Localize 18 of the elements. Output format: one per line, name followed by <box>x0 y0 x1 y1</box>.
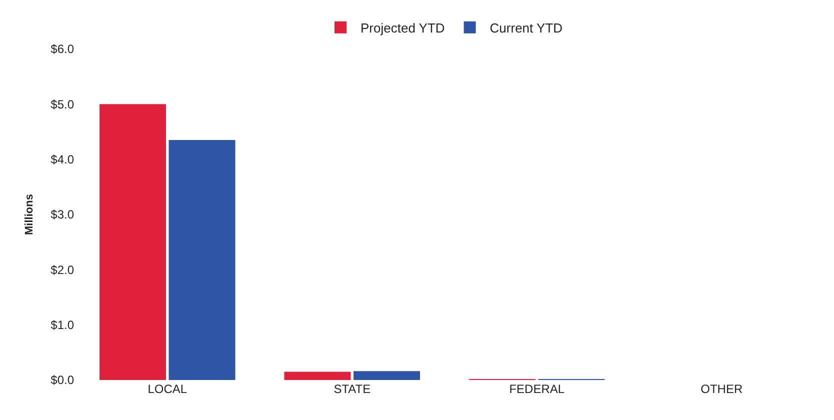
bar <box>284 372 351 380</box>
y-tick-label: $1.0 <box>50 318 74 332</box>
legend-label: Current YTD <box>490 20 563 36</box>
bar <box>99 104 166 380</box>
y-tick-label: $2.0 <box>50 262 74 277</box>
y-tick-label: $5.0 <box>50 97 74 112</box>
bar <box>354 371 420 380</box>
y-tick-label: $3.0 <box>50 208 74 222</box>
x-tick-label: FEDERAL <box>509 382 565 396</box>
x-tick-label: LOCAL <box>148 382 188 396</box>
y-axis-title: Millions <box>23 194 36 235</box>
x-tick-label: STATE <box>334 382 371 396</box>
y-tick-label: $4.0 <box>50 152 74 167</box>
bar <box>168 140 236 380</box>
legend-label: Projected YTD <box>360 20 445 36</box>
y-tick-label: $0.0 <box>50 373 74 388</box>
x-tick-label: OTHER <box>700 382 743 396</box>
y-tick-label: $6.0 <box>50 42 74 56</box>
